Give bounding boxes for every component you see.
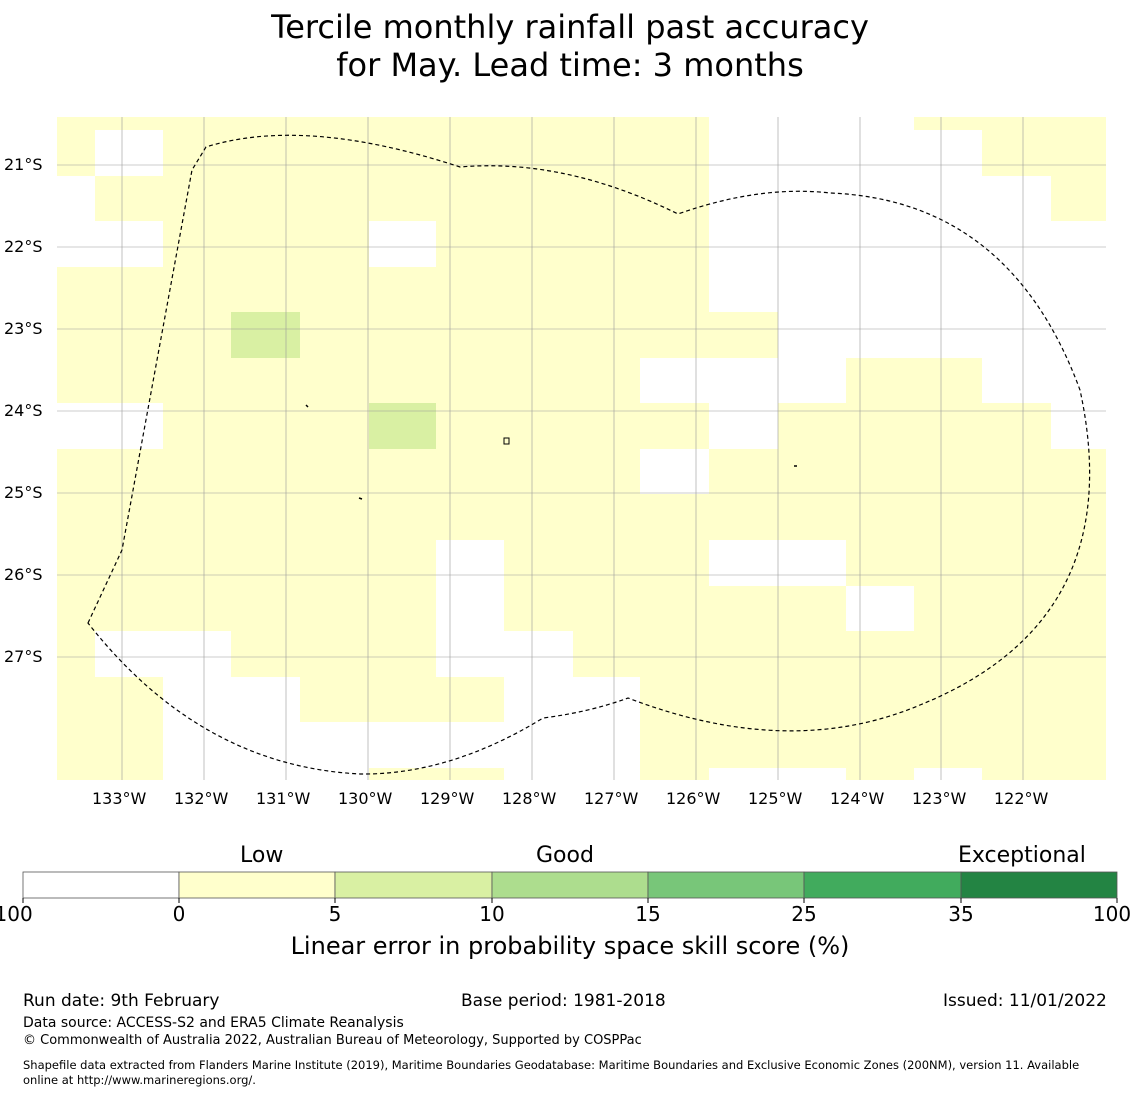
colorbar-tick-label: 25 [791, 902, 817, 926]
shapefile-credit-line-1: Shapefile data extracted from Flanders M… [23, 1058, 1080, 1072]
colorbar-tick-label: 100 [1092, 902, 1132, 926]
lon-label: 122°W [994, 789, 1049, 808]
skill-cell [95, 117, 709, 130]
run-date: Run date: 9th February [23, 991, 220, 1011]
colorbar-tick-label: 10 [479, 902, 505, 926]
skill-cell [57, 130, 95, 176]
colorbar-tick-label: -100 [0, 902, 33, 926]
colorbar-category-low: Low [240, 843, 284, 868]
skill-cell [57, 768, 163, 780]
colorbar-category-exceptional: Exceptional [958, 843, 1086, 868]
colorbar-segment [647, 871, 805, 899]
island-mark [358, 497, 363, 500]
island-mark [305, 404, 309, 408]
skill-cell [846, 358, 982, 403]
lon-label: 133°W [92, 789, 147, 808]
skill-cell [778, 403, 1051, 449]
island-outline [503, 437, 510, 445]
skill-cell [57, 540, 436, 586]
lat-label: 21°S [4, 155, 43, 174]
skill-cell [436, 403, 709, 449]
skill-cell [914, 586, 1106, 631]
lon-label: 123°W [912, 789, 967, 808]
skill-cell [369, 403, 436, 449]
lon-label: 126°W [666, 789, 721, 808]
skill-cell [57, 586, 436, 631]
base-period: Base period: 1981-2018 [461, 991, 666, 1011]
lat-label: 26°S [4, 565, 43, 584]
skill-cell [57, 494, 1106, 540]
lon-label: 128°W [502, 789, 557, 808]
skill-cell [914, 117, 1106, 130]
skill-cell [369, 768, 504, 780]
skill-cell [1051, 176, 1106, 221]
skill-cell [640, 768, 709, 780]
lat-label: 27°S [4, 647, 43, 666]
skill-cell [231, 631, 436, 677]
skill-cell [57, 312, 231, 358]
lat-label: 23°S [4, 319, 43, 338]
lon-label: 130°W [338, 789, 393, 808]
graticule [57, 117, 1106, 780]
lat-label: 24°S [4, 401, 43, 420]
skill-cell [640, 677, 1106, 722]
lon-label: 127°W [584, 789, 639, 808]
skill-cell [640, 722, 1106, 768]
colorbar-segment [334, 871, 493, 899]
skill-cell [846, 768, 914, 780]
skill-cell [300, 312, 778, 358]
data-source: Data source: ACCESS-S2 and ERA5 Climate … [23, 1015, 404, 1031]
lon-label: 124°W [830, 789, 885, 808]
issued-date: Issued: 11/01/2022 [943, 991, 1107, 1011]
skill-cell [573, 631, 1106, 677]
colorbar-segment [491, 871, 649, 899]
skill-cell [163, 221, 369, 267]
skill-cell [57, 631, 95, 677]
colorbar-segment [803, 871, 962, 899]
skill-cell [709, 449, 1106, 494]
colorbar-tick-label: 15 [635, 902, 661, 926]
skill-cell [436, 221, 709, 267]
skill-cell [163, 403, 369, 449]
skill-cell [982, 130, 1106, 176]
skill-cell [504, 540, 709, 586]
skill-cell [57, 449, 640, 494]
colorbar-category-good: Good [536, 843, 594, 868]
skill-cell [57, 358, 640, 403]
lon-label: 132°W [174, 789, 229, 808]
copyright: © Commonwealth of Australia 2022, Austra… [23, 1033, 642, 1048]
lat-label: 25°S [4, 483, 43, 502]
eez-boundary [87, 134, 1091, 775]
chart-title-line-1: Tercile monthly rainfall past accuracy [271, 8, 869, 46]
colorbar-segment [178, 871, 336, 899]
colorbar-tick-label: 5 [328, 902, 342, 926]
colorbar-segment [960, 871, 1118, 899]
skill-cell [163, 130, 709, 176]
skill-cell [57, 267, 709, 312]
skill-grid [57, 117, 1106, 780]
skill-cell [300, 677, 504, 722]
colorbar-segment [22, 871, 180, 899]
lat-label: 22°S [4, 237, 43, 256]
lon-label: 125°W [748, 789, 803, 808]
colorbar-tick-label: 0 [172, 902, 186, 926]
skill-cell [982, 768, 1106, 780]
colorbar-title: Linear error in probability space skill … [290, 932, 850, 960]
colorbar-tick-label: 35 [948, 902, 974, 926]
skill-cell [231, 312, 300, 358]
skill-cell [95, 176, 709, 221]
skill-cell [57, 117, 95, 130]
lon-label: 131°W [256, 789, 311, 808]
skill-cell [57, 677, 163, 722]
colorbar [22, 871, 1118, 903]
skill-cell [504, 586, 846, 631]
lon-label: 129°W [420, 789, 475, 808]
skill-cell [846, 540, 1106, 586]
shapefile-credit-line-2: online at http://www.marineregions.org/. [23, 1073, 256, 1087]
chart-title-line-2: for May. Lead time: 3 months [336, 46, 804, 84]
skill-cell [57, 722, 163, 768]
